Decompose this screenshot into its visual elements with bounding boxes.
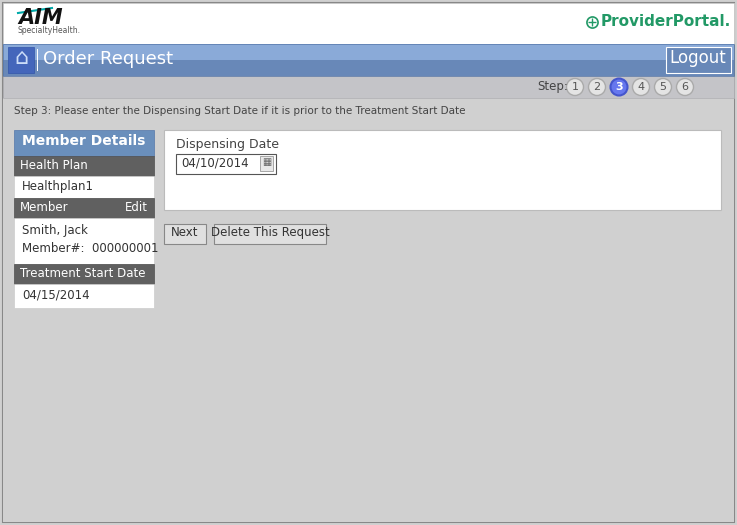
Text: ProviderPortal.: ProviderPortal. [601, 14, 731, 29]
Text: Member: Member [20, 201, 69, 214]
Bar [3, 3, 734, 44]
Circle shape [632, 79, 649, 96]
Text: ▦: ▦ [262, 157, 272, 167]
Text: Member Details: Member Details [22, 134, 146, 148]
Bar [8, 47, 34, 73]
Bar [260, 156, 273, 171]
Bar [14, 284, 154, 308]
Text: ⌂: ⌂ [14, 48, 28, 68]
Text: Edit: Edit [125, 201, 148, 214]
Bar [164, 130, 721, 210]
Bar [14, 130, 154, 156]
Bar [3, 44, 734, 76]
Text: Health Plan: Health Plan [20, 159, 88, 172]
Text: Step 3: Please enter the Dispensing Start Date if it is prior to the Treatment S: Step 3: Please enter the Dispensing Star… [14, 106, 466, 116]
Circle shape [567, 79, 584, 96]
Bar [164, 224, 206, 244]
Text: Smith, Jack: Smith, Jack [22, 224, 88, 237]
Bar [3, 44, 734, 60]
Text: 1: 1 [571, 82, 579, 92]
Bar [176, 154, 276, 174]
Circle shape [654, 79, 671, 96]
Bar [214, 224, 326, 244]
Bar [14, 218, 154, 264]
Bar [666, 47, 731, 73]
Text: Logout: Logout [670, 49, 727, 67]
Text: Treatment Start Date: Treatment Start Date [20, 267, 145, 280]
Text: SpecialtyHealth.: SpecialtyHealth. [18, 26, 81, 35]
Text: 04/15/2014: 04/15/2014 [22, 289, 90, 302]
Text: Member#:  000000001: Member#: 000000001 [22, 242, 158, 255]
Bar [14, 156, 154, 176]
Bar [14, 198, 154, 218]
Text: Step:: Step: [537, 80, 568, 93]
Text: Dispensing Date: Dispensing Date [176, 138, 279, 151]
Text: 6: 6 [682, 82, 688, 92]
Text: 5: 5 [660, 82, 666, 92]
Circle shape [610, 79, 627, 96]
Text: 2: 2 [593, 82, 601, 92]
Circle shape [677, 79, 694, 96]
Bar [37, 49, 38, 71]
Text: Order Request: Order Request [43, 50, 173, 68]
Bar [3, 76, 734, 98]
Text: Next: Next [171, 226, 199, 239]
Text: 04/10/2014: 04/10/2014 [181, 157, 248, 170]
Bar [3, 60, 734, 76]
Bar [3, 98, 734, 522]
Text: Healthplan1: Healthplan1 [22, 180, 94, 193]
Text: 3: 3 [615, 82, 623, 92]
Bar [14, 264, 154, 284]
Text: Delete This Request: Delete This Request [211, 226, 329, 239]
Circle shape [589, 79, 606, 96]
Text: AIM: AIM [18, 8, 63, 28]
Text: 4: 4 [638, 82, 645, 92]
Bar [14, 176, 154, 198]
